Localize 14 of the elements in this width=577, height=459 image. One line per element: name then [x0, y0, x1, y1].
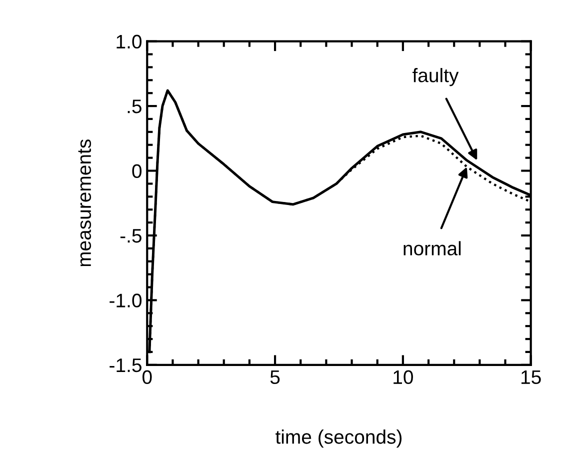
x-axis-title: time (seconds)	[276, 430, 402, 448]
y-tick-label: 0	[132, 164, 142, 178]
x-tick-label: 0	[142, 370, 152, 384]
y-tick-label: -1.5	[110, 358, 142, 372]
x-tick-label: 10	[394, 370, 413, 384]
annotation: normal	[404, 241, 461, 256]
y-axis-title: measurements	[78, 140, 92, 266]
annotation: faulty	[412, 68, 459, 86]
y-tick-label: -.5	[120, 229, 142, 243]
y-tick-label: -1.0	[110, 294, 142, 308]
x-tick-label: 15	[522, 370, 541, 384]
y-tick-label: 1.0	[116, 34, 142, 49]
x-tick-label: 5	[270, 370, 280, 384]
y-tick-label: .5	[128, 100, 142, 114]
